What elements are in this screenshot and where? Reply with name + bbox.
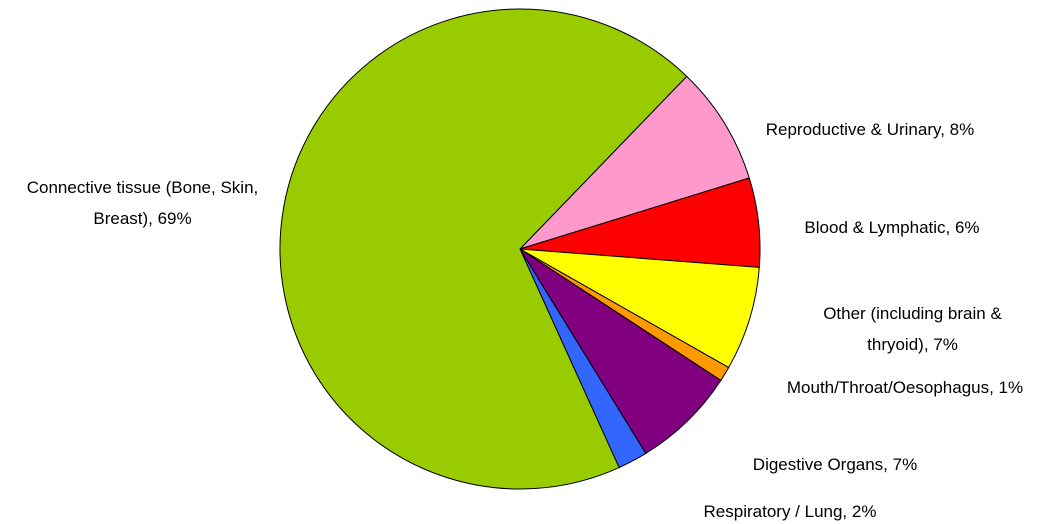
slice-label: Digestive Organs, 7% bbox=[752, 455, 918, 474]
slice-label: Connective tissue (Bone, Skin, Breast), … bbox=[26, 178, 259, 228]
slice-label: Reproductive & Urinary, 8% bbox=[765, 120, 975, 139]
pie-slice bbox=[519, 248, 722, 455]
slice-label: Other (including brain & thryoid), 7% bbox=[823, 304, 1002, 354]
pie-slice bbox=[279, 8, 688, 490]
pie-slice bbox=[519, 75, 750, 250]
slice-label: Blood & Lymphatic, 6% bbox=[804, 218, 980, 237]
pie-slice bbox=[519, 248, 760, 369]
slice-label: Respiratory / Lung, 2% bbox=[703, 502, 877, 521]
slice-label: Mouth/Throat/Oesophagus, 1% bbox=[786, 378, 1024, 397]
